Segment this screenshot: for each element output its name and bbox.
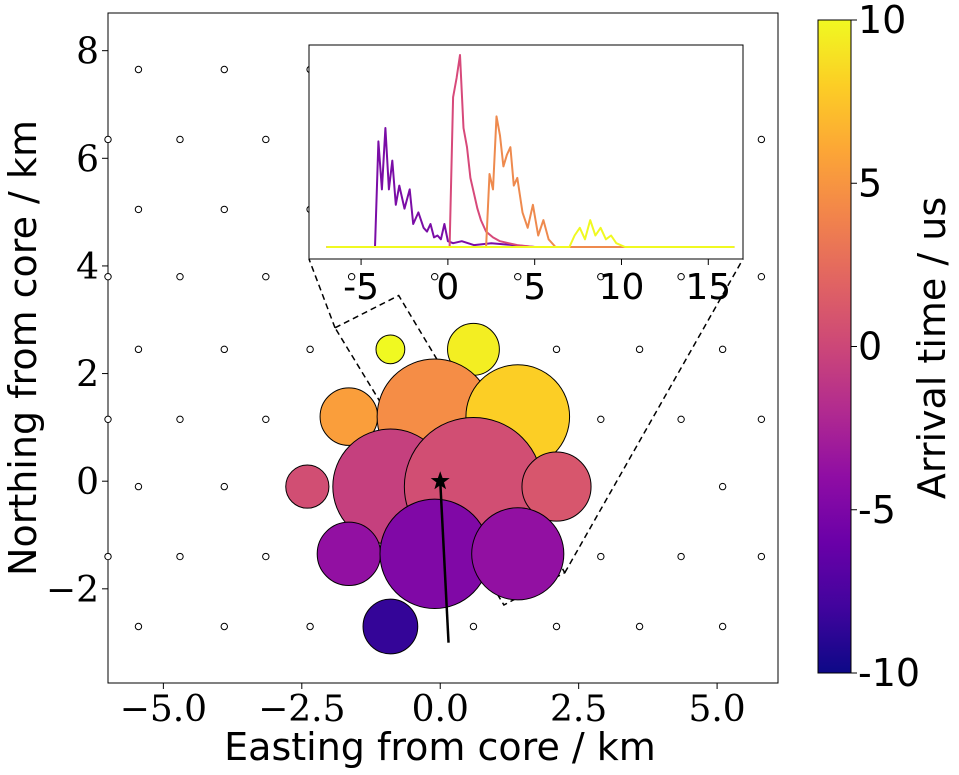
- trace-line: [326, 54, 735, 248]
- empty-station-marker: [176, 552, 184, 561]
- main-plot-frame: [107, 12, 779, 684]
- empty-station-marker: [430, 272, 439, 281]
- empty-station-marker: [176, 272, 184, 281]
- inset-traces: [326, 54, 735, 248]
- colorbar-tick-label: 10: [858, 0, 906, 42]
- empty-station-marker: [552, 345, 561, 354]
- inset-x-tick-label: 10: [599, 267, 645, 308]
- station-marker: [471, 507, 565, 601]
- empty-station-marker: [306, 622, 314, 631]
- empty-station-marker: [718, 482, 727, 491]
- empty-station-marker: [220, 205, 228, 214]
- empty-station-marker: [176, 415, 184, 424]
- empty-station-marker: [718, 345, 727, 354]
- empty-station-marker: [134, 345, 143, 354]
- station-map-plot: −5.0 −2.5 0.0 2.5 5.0 −2 0 2 4 6 8 Easting from c…: [1, 12, 779, 769]
- y-tick-label: 0: [76, 462, 99, 503]
- empty-station-marker: [597, 552, 605, 561]
- y-tick-label: 8: [76, 32, 99, 73]
- colorbar-label: Arrival time / us: [910, 197, 954, 499]
- x-tick-label: 2.5: [550, 689, 607, 730]
- station-marker: [285, 464, 330, 509]
- shower-axis-line: [438, 481, 450, 643]
- x-axis-label: Easting from core / km: [224, 725, 656, 769]
- empty-station-marker: [469, 622, 478, 631]
- empty-station-marker: [220, 482, 228, 491]
- empty-station-marker: [220, 345, 228, 354]
- empty-station-marker: [635, 622, 644, 631]
- empty-station-marker: [262, 272, 270, 281]
- arrival-time-colorbar: 10 5 0 -5 -10 Arrival time / us: [817, 0, 954, 695]
- y-tick-label: 2: [76, 355, 99, 396]
- colorbar-gradient: [817, 19, 852, 674]
- colorbar-tick-label: 5: [858, 161, 882, 205]
- y-tick-label: 6: [76, 139, 99, 180]
- empty-station-marker: [134, 622, 143, 631]
- empty-station-marker: [134, 205, 143, 214]
- inset-x-tick-label: 0: [436, 267, 459, 308]
- empty-station-marker: [677, 272, 685, 281]
- empty-station-marker: [677, 415, 685, 424]
- empty-station-marker: [104, 415, 112, 424]
- shower-core-star-marker: [430, 471, 450, 490]
- empty-station-marker: [597, 415, 605, 424]
- station-marker: [362, 598, 419, 655]
- triggered-stations: [285, 322, 592, 655]
- zoom-connector-lines: [308, 258, 336, 329]
- empty-stations: [104, 65, 766, 631]
- empty-station-marker: [262, 552, 270, 561]
- station-marker: [521, 451, 592, 522]
- empty-station-marker: [757, 272, 766, 281]
- y-tick-label: −2: [46, 570, 99, 611]
- empty-station-marker: [514, 272, 522, 281]
- empty-station-marker: [757, 415, 766, 424]
- empty-station-marker: [262, 135, 270, 144]
- empty-station-marker: [347, 272, 356, 281]
- colorbar-tick-label: 0: [858, 325, 882, 369]
- zoom-connector-lines: [564, 258, 744, 574]
- empty-station-marker: [104, 135, 112, 144]
- empty-station-marker: [104, 552, 112, 561]
- main-x-ticks: −5.0 −2.5 0.0 2.5 5.0: [120, 683, 746, 730]
- empty-station-marker: [104, 272, 112, 281]
- trace-line: [326, 219, 735, 248]
- empty-station-marker: [552, 622, 561, 631]
- y-tick-label: 4: [76, 247, 99, 288]
- x-tick-label: −2.5: [258, 689, 345, 730]
- empty-station-marker: [597, 272, 605, 281]
- empty-station-marker: [635, 345, 644, 354]
- empty-station-marker: [757, 552, 766, 561]
- x-tick-label: −5.0: [120, 689, 207, 730]
- main-y-ticks: −2 0 2 4 6 8: [46, 32, 108, 611]
- inset-trace-plot: -5 0 5 10 15: [308, 44, 744, 308]
- inset-background: [308, 44, 744, 260]
- empty-station-marker: [306, 345, 314, 354]
- inset-x-tick-label: -5: [343, 267, 379, 308]
- inset-x-tick-label: 5: [523, 267, 546, 308]
- empty-station-marker: [220, 65, 228, 74]
- y-axis-label: Northing from core / km: [1, 120, 45, 576]
- colorbar-tick-label: -10: [858, 651, 920, 695]
- inset-x-ticks: -5 0 5 10 15: [343, 259, 731, 308]
- inset-x-tick-label: 15: [685, 267, 731, 308]
- colorbar-tick-label: -5: [858, 488, 896, 532]
- empty-station-marker: [677, 552, 685, 561]
- empty-station-marker: [718, 622, 727, 631]
- x-tick-label: 5.0: [688, 689, 745, 730]
- trace-line: [326, 115, 735, 248]
- empty-station-marker: [220, 622, 228, 631]
- x-tick-label: 0.0: [412, 689, 469, 730]
- trace-line: [326, 127, 735, 248]
- empty-station-marker: [134, 482, 143, 491]
- empty-station-marker: [176, 135, 184, 144]
- station-marker: [375, 334, 406, 365]
- station-marker: [316, 521, 382, 587]
- empty-station-marker: [262, 415, 270, 424]
- empty-station-marker: [134, 65, 143, 74]
- colorbar-ticks: 10 5 0 -5 -10: [851, 0, 920, 695]
- empty-station-marker: [757, 135, 766, 144]
